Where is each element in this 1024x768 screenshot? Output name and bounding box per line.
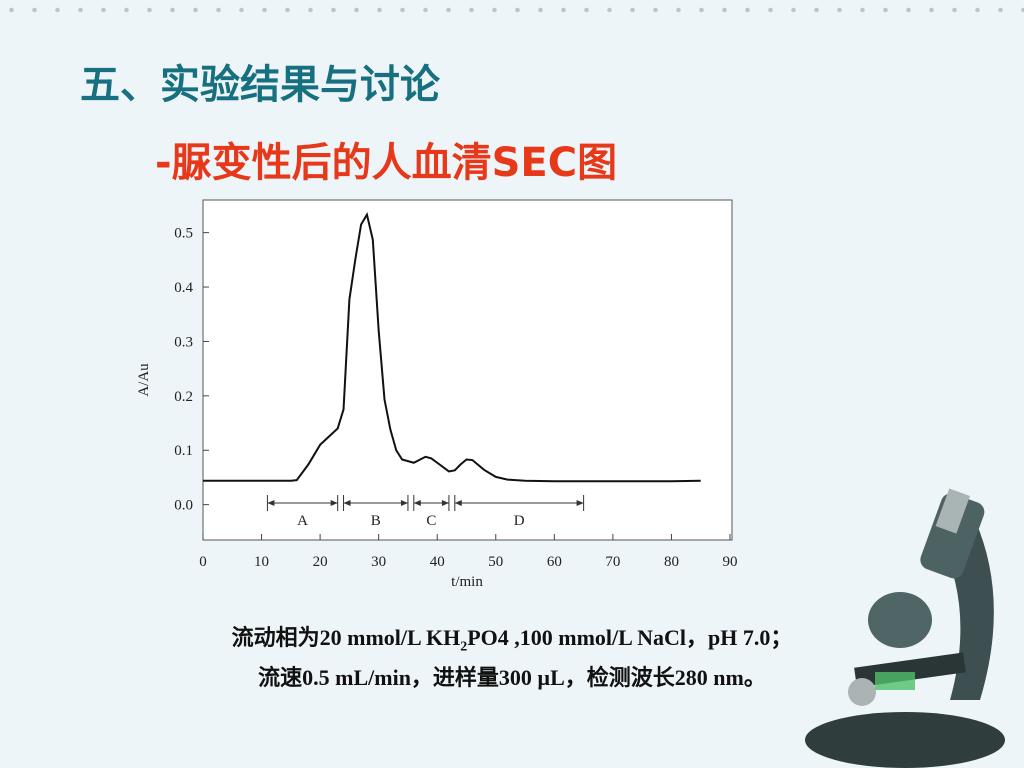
y-tick-label: 0.4 (174, 280, 193, 296)
caption-line: 流动相为20 mmol/L KH2PO4 ,100 mmol/L NaCl，pH… (0, 620, 1024, 655)
x-tick-label: 40 (430, 554, 445, 570)
region-label: D (514, 513, 525, 529)
region-label: A (297, 513, 308, 529)
caption-text: 流动相为20 mmol/L KH (231, 625, 461, 650)
x-tick-label: 60 (547, 554, 562, 570)
x-axis-label: t/min (451, 574, 483, 590)
caption-line: 流速0.5 mL/min，进样量300 µL，检测波长280 nm。 (0, 660, 1024, 692)
x-tick-label: 80 (664, 554, 679, 570)
y-axis-label: A/Au (136, 363, 152, 397)
plot-frame (202, 199, 733, 541)
region-label: C (426, 513, 436, 529)
x-tick-label: 90 (723, 554, 738, 570)
x-tick-label: 10 (254, 554, 269, 570)
y-tick-label: 0.3 (174, 334, 193, 350)
data-line (203, 212, 701, 483)
y-tick-label: 0.0 (174, 498, 193, 514)
x-tick-label: 20 (313, 554, 328, 570)
y-tick-label: 0.5 (174, 226, 193, 242)
x-tick-label: 50 (488, 554, 503, 570)
x-tick-label: 30 (371, 554, 386, 570)
microscope (805, 488, 1005, 768)
y-tick-label: 0.2 (174, 389, 193, 405)
caption-text: 流速0.5 mL/min，进样量300 µL，检测波长280 nm。 (258, 665, 766, 690)
dotted-border (0, 6, 1024, 14)
x-tick-label: 70 (605, 554, 620, 570)
slide-subtitle: -脲变性后的人血清SEC图 (155, 140, 618, 186)
x-tick-label: 0 (199, 554, 207, 570)
arrow-head (343, 500, 408, 506)
region-label: B (371, 513, 381, 529)
slide-title: 五、实验结果与讨论 (80, 62, 440, 108)
caption-text: PO4 ,100 mmol/L NaCl，pH 7.0； (467, 625, 793, 650)
y-tick-label: 0.1 (174, 443, 193, 459)
caption-subscript: 2 (460, 639, 468, 655)
